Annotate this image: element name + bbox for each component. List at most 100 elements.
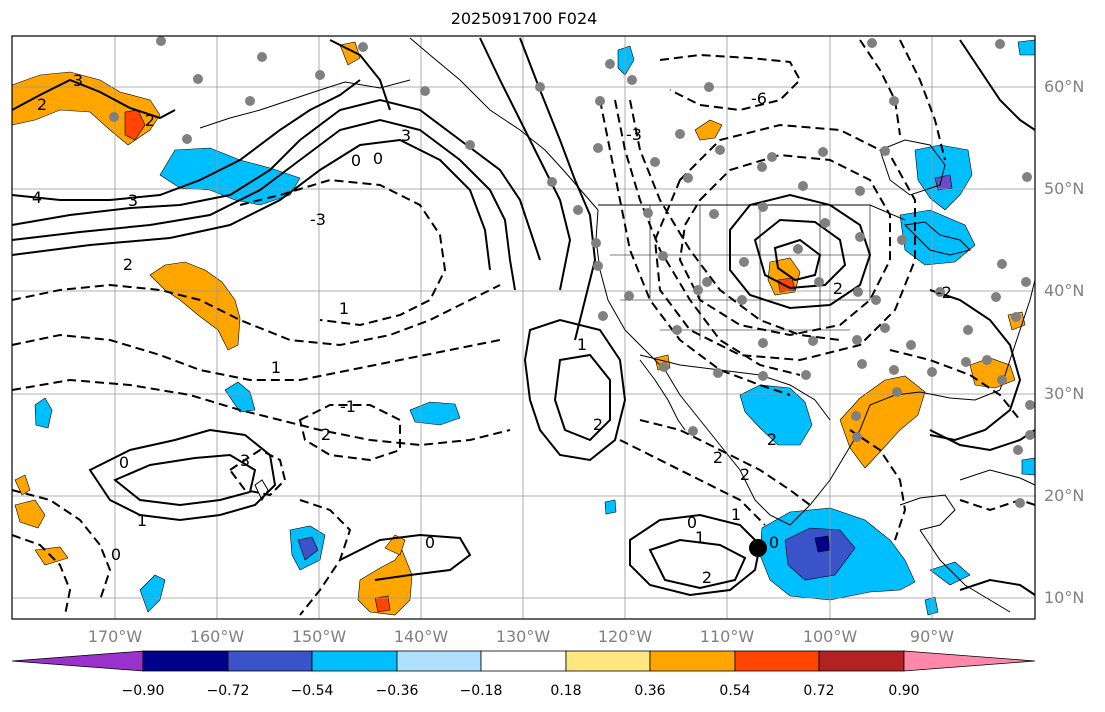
svg-text:0: 0 bbox=[111, 545, 121, 564]
colorbar-cell-6 bbox=[565, 650, 651, 672]
shade-orange-mid-pacific bbox=[149, 261, 241, 351]
contour-caribbean bbox=[959, 578, 1036, 596]
east-coast bbox=[999, 279, 1036, 391]
contour-dash-sw-2 bbox=[11, 534, 72, 616]
contour-sub-hawaii bbox=[339, 533, 472, 581]
lon-label-90w: 90°W bbox=[909, 627, 955, 646]
svg-text:2: 2 bbox=[37, 95, 47, 114]
west-coast bbox=[595, 209, 791, 526]
contour-nw-3 bbox=[11, 78, 176, 120]
contour-dash-west-us-3 bbox=[629, 99, 841, 341]
shade-orange-sub-hawaii bbox=[357, 549, 413, 616]
contour-dash-hawaii bbox=[228, 448, 287, 497]
shade-blue-great-lakes bbox=[899, 209, 976, 266]
svg-text:3: 3 bbox=[73, 71, 83, 90]
svg-text:4: 4 bbox=[32, 188, 42, 207]
svg-text:2: 2 bbox=[702, 568, 712, 587]
colorbar-tick-label: −0.36 bbox=[375, 683, 419, 699]
shade-orange-gulf-coast bbox=[839, 375, 926, 469]
svg-text:1: 1 bbox=[695, 528, 705, 547]
shade-blue-sw-bottom bbox=[139, 574, 166, 613]
shade-blue-small-3 bbox=[34, 397, 53, 429]
storm-center-marker bbox=[749, 539, 767, 557]
contour-dash-pacific-2 bbox=[11, 333, 501, 381]
svg-text:0: 0 bbox=[425, 533, 435, 552]
svg-text:2: 2 bbox=[321, 425, 331, 444]
hudson-bay bbox=[879, 139, 946, 196]
shade-blue-ne-corner bbox=[1017, 39, 1036, 56]
colorbar-cell-8 bbox=[734, 650, 820, 672]
svg-text:3: 3 bbox=[128, 191, 138, 210]
shade-mid-blue-hawaii bbox=[297, 536, 319, 561]
contour-rockies-low bbox=[729, 193, 872, 310]
shade-blue-aleutian bbox=[159, 147, 301, 206]
contour-rockies-low-2 bbox=[753, 218, 847, 290]
contour-low-pacific-2 bbox=[553, 353, 611, 442]
contour-rockies-low-3 bbox=[773, 238, 822, 282]
contour-dash-south bbox=[299, 499, 352, 616]
colorbar-cell-7 bbox=[649, 650, 736, 672]
contour-dash-pacific-3 bbox=[11, 378, 511, 447]
contour-se bbox=[929, 429, 1036, 452]
contour-dash-rockies-1 bbox=[678, 153, 891, 337]
contour-dash-rockies-2 bbox=[653, 123, 916, 362]
contour-gulf-alaska bbox=[329, 39, 391, 111]
colorbar-cell-10 bbox=[903, 650, 1036, 672]
svg-text:-1: -1 bbox=[340, 397, 356, 416]
contour-dash-pacific-1 bbox=[11, 283, 501, 347]
shade-red-sub-hawaii bbox=[374, 595, 391, 613]
lon-label-170w: 170°W bbox=[87, 627, 143, 646]
shade-red-rockies bbox=[777, 277, 796, 293]
svg-text:0: 0 bbox=[373, 149, 383, 168]
lon-label-120w: 120°W bbox=[597, 627, 653, 646]
colorbar-cell-2 bbox=[227, 650, 313, 672]
contour-dash-gulf bbox=[849, 429, 907, 541]
cuba bbox=[959, 469, 1036, 486]
svg-text:0: 0 bbox=[119, 453, 129, 472]
svg-text:1: 1 bbox=[271, 358, 281, 377]
contour-dash-ne bbox=[899, 39, 946, 161]
station-dots bbox=[109, 36, 1035, 508]
svg-text:2: 2 bbox=[123, 255, 133, 274]
contour-epac-1 bbox=[648, 538, 747, 590]
contour-dash-east bbox=[889, 349, 1021, 421]
shaded-anomalies bbox=[11, 39, 1036, 616]
colorbar bbox=[11, 650, 1036, 672]
lat-label-50n: 50°N bbox=[1044, 179, 1085, 198]
svg-text:-3: -3 bbox=[310, 210, 326, 229]
shade-mid-blue-epac bbox=[784, 527, 856, 581]
coastlines bbox=[199, 37, 1036, 613]
svg-text:1: 1 bbox=[731, 505, 741, 524]
contour-dash-sw bbox=[11, 489, 112, 601]
contour-jet-1 bbox=[11, 118, 516, 291]
svg-text:1: 1 bbox=[339, 299, 349, 318]
svg-text:2: 2 bbox=[740, 465, 750, 484]
svg-text:3: 3 bbox=[401, 126, 411, 145]
svg-text:2: 2 bbox=[833, 279, 843, 298]
shade-blue-se-corner bbox=[1021, 457, 1036, 476]
lat-label-60n: 60°N bbox=[1044, 77, 1085, 96]
contour-dash-ne-2 bbox=[859, 39, 901, 136]
shade-blue-mexico-sw bbox=[739, 384, 813, 446]
contour-ridge bbox=[519, 37, 597, 341]
svg-text:-3: -3 bbox=[626, 125, 642, 144]
gulf-coast bbox=[789, 389, 1001, 526]
shade-orange-canada bbox=[694, 119, 723, 141]
contours-dashed bbox=[11, 39, 1036, 616]
map-title: 2025091700 F024 bbox=[450, 9, 598, 28]
shade-orange-sw-1 bbox=[14, 474, 31, 496]
svg-text:2: 2 bbox=[713, 448, 723, 467]
lon-label-160w: 160°W bbox=[189, 627, 245, 646]
lat-label-10n: 10°N bbox=[1044, 588, 1085, 607]
alaska-peninsula bbox=[199, 79, 411, 129]
lon-label-150w: 150°W bbox=[291, 627, 347, 646]
contour-dash-mid bbox=[298, 404, 401, 462]
svg-text:-2: -2 bbox=[936, 283, 952, 302]
svg-text:2: 2 bbox=[593, 415, 603, 434]
contours bbox=[11, 37, 1036, 597]
contour-ne-corner bbox=[959, 39, 1036, 131]
hawaii bbox=[254, 479, 269, 502]
lat-label-20n: 20°N bbox=[1044, 486, 1085, 505]
shade-blue-caribbean bbox=[929, 561, 971, 586]
